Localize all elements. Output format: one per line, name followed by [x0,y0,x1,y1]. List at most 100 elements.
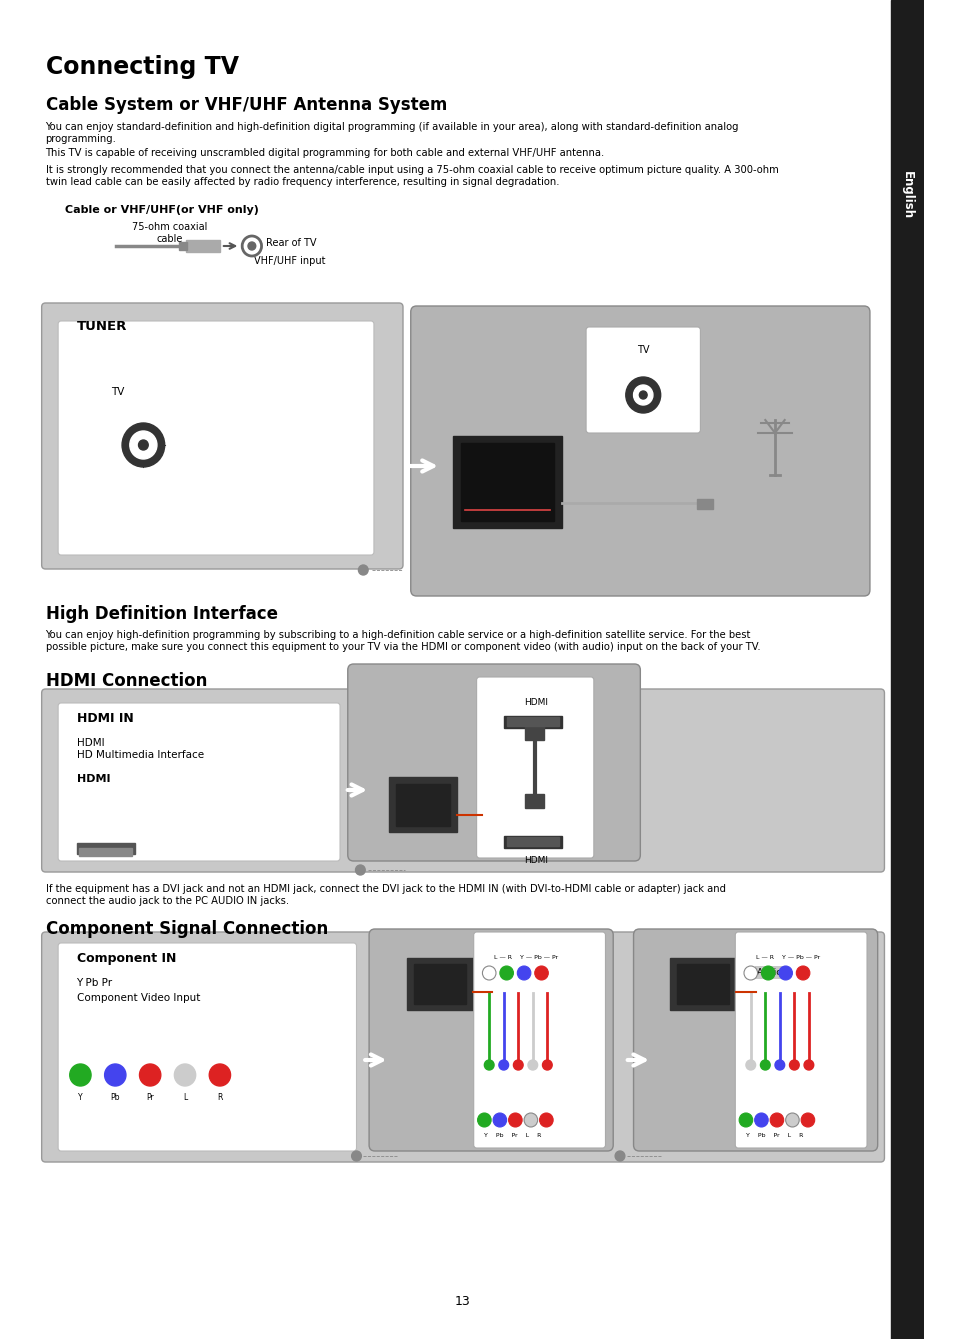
Circle shape [625,378,660,412]
Circle shape [484,1060,494,1070]
Bar [76,844,134,854]
FancyBboxPatch shape [42,303,402,569]
FancyBboxPatch shape [58,321,374,554]
Bar [179,242,187,250]
Circle shape [615,1152,624,1161]
Text: High Definition Interface: High Definition Interface [46,605,277,623]
Text: This TV is capable of receiving unscrambled digital programming for both cable a: This TV is capable of receiving unscramb… [46,149,604,158]
Bar [414,964,465,1004]
Circle shape [352,1152,361,1161]
Bar [395,785,450,826]
Text: TV: TV [112,387,125,396]
Circle shape [498,1060,508,1070]
Circle shape [785,1113,799,1127]
Bar [524,794,544,807]
Circle shape [209,1065,231,1086]
FancyBboxPatch shape [633,929,877,1152]
Circle shape [508,1113,521,1127]
Text: 75-ohm coaxial
cable: 75-ohm coaxial cable [132,222,207,244]
Text: TV: TV [637,345,649,355]
Bar [524,726,544,740]
Text: L: L [183,1093,187,1102]
Circle shape [739,1113,752,1127]
Text: HDMI
HD Multimedia Interface: HDMI HD Multimedia Interface [76,738,203,759]
Bar [503,836,561,848]
Text: If the equipment has a DVI jack and not an HDMI jack, connect the DVI jack to th: If the equipment has a DVI jack and not … [46,884,725,905]
Circle shape [803,1060,813,1070]
Text: Pb: Pb [111,1093,120,1102]
Circle shape [535,965,548,980]
Text: You can enjoy standard-definition and high-definition digital programming (if av: You can enjoy standard-definition and hi… [46,122,739,143]
Circle shape [796,965,809,980]
Text: Cable System or VHF/UHF Antenna System: Cable System or VHF/UHF Antenna System [46,96,446,114]
Text: HDMI Connection: HDMI Connection [46,672,207,690]
FancyBboxPatch shape [476,678,593,858]
Circle shape [539,1113,553,1127]
Text: You can enjoy high-definition programming by subscribing to a high-definition ca: You can enjoy high-definition programmin… [46,631,760,652]
Text: Pr: Pr [146,1093,153,1102]
Bar [186,240,220,252]
Circle shape [760,1060,769,1070]
Text: L — R    Y — Pb — Pr: L — R Y — Pb — Pr [755,955,819,960]
Text: Component IN: Component IN [76,952,175,965]
FancyBboxPatch shape [369,929,613,1152]
Bar [670,957,736,1010]
Circle shape [105,1065,126,1086]
Circle shape [477,1113,491,1127]
Circle shape [639,391,646,399]
Text: Rear of TV: Rear of TV [266,238,316,248]
Bar [677,964,729,1004]
Circle shape [513,1060,522,1070]
Circle shape [760,965,774,980]
Bar [506,837,558,846]
Bar [406,957,473,1010]
Circle shape [633,386,652,404]
Text: 13: 13 [454,1295,470,1308]
Circle shape [789,1060,799,1070]
FancyBboxPatch shape [348,664,639,861]
FancyBboxPatch shape [42,932,883,1162]
FancyBboxPatch shape [735,932,866,1148]
Circle shape [130,431,157,459]
Text: It is strongly recommended that you connect the antenna/cable input using a 75-o: It is strongly recommended that you conn… [46,165,778,186]
Text: English: English [901,171,913,220]
Bar [79,848,132,856]
Circle shape [743,965,757,980]
Circle shape [745,1060,755,1070]
FancyBboxPatch shape [58,703,339,861]
Circle shape [527,1060,537,1070]
Text: Y Pb Pr: Y Pb Pr [76,977,112,988]
Circle shape [138,441,148,450]
Circle shape [248,242,255,250]
FancyBboxPatch shape [585,327,700,432]
Text: Component Video Input: Component Video Input [76,994,200,1003]
Bar [389,777,456,832]
Circle shape [493,1113,506,1127]
Circle shape [517,965,530,980]
Circle shape [542,1060,552,1070]
FancyBboxPatch shape [42,690,883,872]
Circle shape [355,865,365,874]
Text: Component Signal Connection: Component Signal Connection [46,920,328,939]
Bar [697,499,712,509]
Text: Y    Pb    Pr    L    R: Y Pb Pr L R [745,1133,802,1138]
Circle shape [499,965,513,980]
Circle shape [482,965,496,980]
Bar [503,716,561,728]
Bar [453,437,561,528]
Text: Y    Pb    Pr    L    R: Y Pb Pr L R [484,1133,541,1138]
Text: HDMI IN: HDMI IN [76,712,133,724]
FancyBboxPatch shape [411,307,869,596]
Circle shape [358,565,368,574]
Circle shape [754,1113,767,1127]
Text: L — R    Y — Pb — Pr: L — R Y — Pb — Pr [494,955,558,960]
Bar [460,443,554,521]
Text: Connecting TV: Connecting TV [46,55,238,79]
Circle shape [778,965,792,980]
Bar [890,0,923,1339]
Circle shape [139,1065,161,1086]
Text: R: R [217,1093,222,1102]
Text: Y: Y [78,1093,83,1102]
Text: TUNER: TUNER [76,320,127,333]
Circle shape [769,1113,782,1127]
